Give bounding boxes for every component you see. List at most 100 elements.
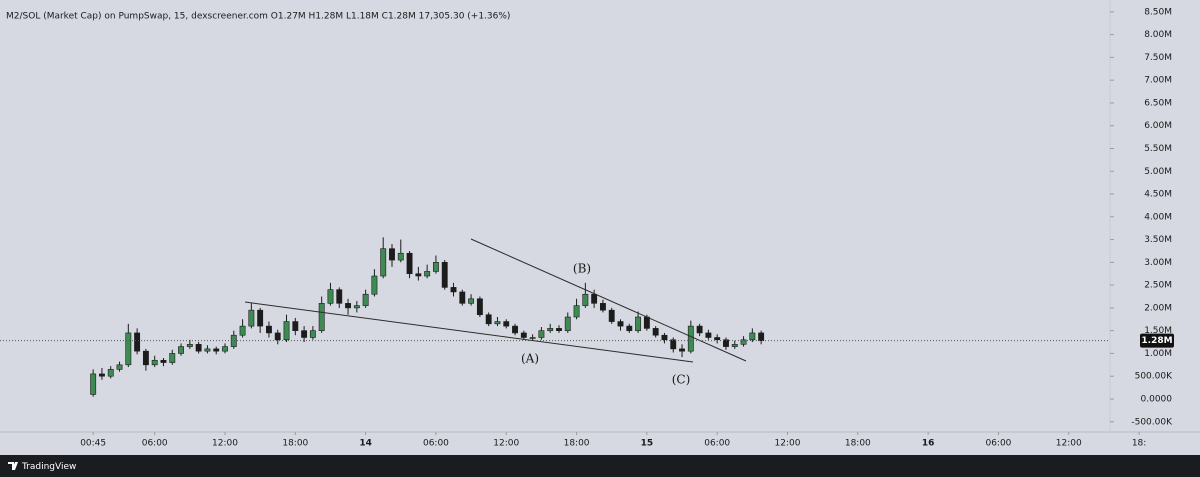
candle-body xyxy=(749,332,756,341)
candle-body xyxy=(266,325,272,334)
y-tick-label: 1.50M xyxy=(1144,326,1172,336)
candle-body xyxy=(512,325,518,334)
y-tick-label: 6.00M xyxy=(1144,121,1172,131)
candle-body xyxy=(318,303,325,331)
candle-body xyxy=(248,309,255,327)
candle-body xyxy=(274,332,281,341)
candle-body xyxy=(723,339,729,347)
candle-body xyxy=(433,262,439,272)
brand-name: TradingView xyxy=(21,462,76,472)
candle-body xyxy=(582,293,589,306)
x-tick-label: 14 xyxy=(359,439,372,449)
candle-body xyxy=(599,303,606,311)
candle-body xyxy=(476,298,483,316)
candle-body xyxy=(661,334,668,341)
candle-body xyxy=(90,373,97,395)
candle-body xyxy=(178,346,184,354)
candle-body xyxy=(450,287,457,293)
y-tick-label: 500.00K xyxy=(1135,372,1173,382)
candle-body xyxy=(529,337,536,339)
candle-body xyxy=(538,330,545,338)
candle-body xyxy=(213,348,220,352)
candle-body xyxy=(635,316,642,331)
candle-body xyxy=(283,321,290,341)
x-tick-label: 06:00 xyxy=(985,439,1011,449)
candle-body xyxy=(564,316,571,331)
candle-body xyxy=(380,248,387,277)
candle-body xyxy=(705,332,712,338)
candle-body xyxy=(327,289,334,304)
y-tick-label: -500.00K xyxy=(1131,417,1173,427)
candle-body xyxy=(169,353,176,363)
candle-body xyxy=(670,339,677,350)
candle-body xyxy=(336,289,343,304)
y-tick-label: 4.50M xyxy=(1144,190,1172,200)
candle-body xyxy=(617,321,624,327)
x-tick-label: 12:00 xyxy=(775,439,801,449)
x-tick-label: 06:00 xyxy=(142,439,168,449)
candle-body xyxy=(371,275,378,295)
x-tick-label: 12:00 xyxy=(212,439,238,449)
candle-body xyxy=(696,325,703,334)
candle-body xyxy=(353,305,360,309)
y-tick-label: 2.00M xyxy=(1144,303,1172,313)
candle-body xyxy=(222,346,228,352)
x-tick-label: 18:00 xyxy=(845,439,871,449)
candle-body xyxy=(257,309,264,327)
candle-body xyxy=(547,328,554,331)
x-tick-label: 06:00 xyxy=(423,439,449,449)
x-tick-label: 18: xyxy=(1132,439,1146,449)
price-badge xyxy=(1140,333,1174,348)
candle-body xyxy=(652,328,659,336)
wave-label: (A) xyxy=(521,352,539,366)
y-tick-label: 3.50M xyxy=(1144,235,1172,245)
y-tick-label: 1.00M xyxy=(1144,349,1172,359)
price-label: 1.28M xyxy=(1141,336,1172,346)
candle-body xyxy=(362,293,369,306)
candle-body xyxy=(731,344,738,347)
candle-body xyxy=(134,332,141,352)
footer-bar xyxy=(0,455,1200,477)
wave-label: (B) xyxy=(573,262,591,276)
candle-body xyxy=(714,337,721,341)
chart-title: M2/SOL (Market Cap) on PumpSwap, 15, dex… xyxy=(6,12,510,22)
candle-body xyxy=(204,348,211,352)
candle-body xyxy=(142,350,149,366)
candle-body xyxy=(556,328,562,331)
candle-body xyxy=(239,325,246,336)
candle-body xyxy=(687,325,694,352)
y-tick-label: 3.00M xyxy=(1144,258,1172,268)
candle-body xyxy=(107,369,114,377)
candle-body xyxy=(573,305,580,318)
x-tick-label: 06:00 xyxy=(704,439,730,449)
y-tick-label: 0.0000 xyxy=(1141,394,1173,404)
candle-body xyxy=(441,262,448,288)
y-tick-label: 6.50M xyxy=(1144,98,1172,108)
candle-body xyxy=(740,339,747,345)
wave-label: (C) xyxy=(672,373,691,387)
candle-body xyxy=(503,321,510,327)
candle-body xyxy=(459,291,466,304)
y-tick-label: 2.50M xyxy=(1144,281,1172,291)
x-tick-label: 16 xyxy=(922,439,935,449)
candle-body xyxy=(292,321,299,331)
y-tick-label: 5.50M xyxy=(1144,144,1172,154)
candle-body xyxy=(125,332,132,366)
x-tick-label: 12:00 xyxy=(1056,439,1082,449)
candle-body xyxy=(679,348,685,352)
candle-body xyxy=(195,344,202,352)
candle-body xyxy=(643,316,650,329)
y-tick-label: 7.00M xyxy=(1144,76,1172,86)
candle-body xyxy=(626,325,633,331)
y-tick-label: 8.00M xyxy=(1144,30,1172,40)
x-tick-label: 12:00 xyxy=(493,439,519,449)
candle-body xyxy=(397,252,404,261)
candle-body xyxy=(116,364,123,370)
candle-body xyxy=(608,309,615,322)
candle-body xyxy=(758,332,765,341)
candle-body xyxy=(424,271,431,277)
x-tick-label: 18:00 xyxy=(564,439,590,449)
candle-body xyxy=(494,321,501,325)
